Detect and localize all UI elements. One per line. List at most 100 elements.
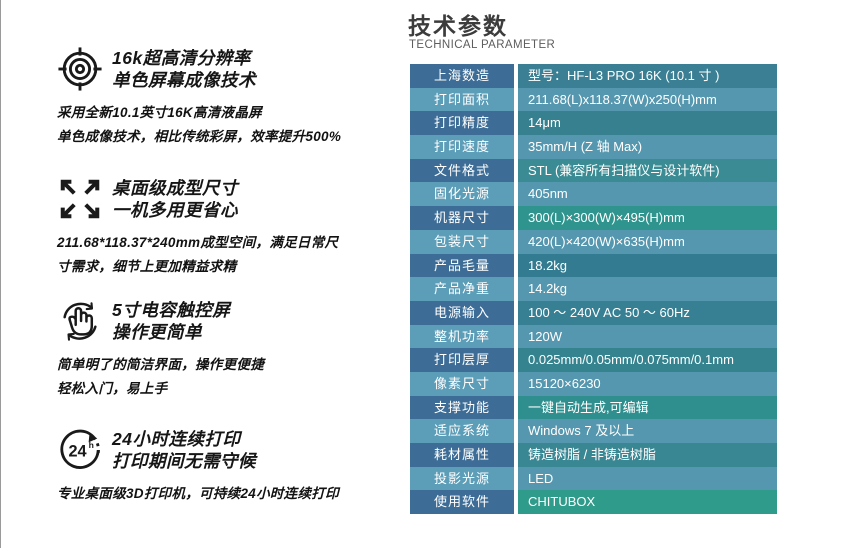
24h-cycle-icon: 24 h (57, 427, 103, 473)
table-row: 打印速度 35mm/H (Z 轴 Max) (410, 135, 777, 159)
spec-label: 打印精度 (410, 111, 514, 136)
spec-label: 打印速度 (410, 135, 514, 159)
table-row: 投影光源 LED (410, 466, 777, 491)
feature-body-line: 211.68*118.37*240mm成型空间，满足日常尺 (57, 235, 339, 250)
spec-label: 包装尺寸 (410, 229, 514, 254)
table-row: 包装尺寸 420(L)×420(W)×635(H)mm (410, 229, 777, 254)
spec-value: CHITUBOX (518, 490, 777, 515)
column-divider (514, 348, 518, 372)
table-row: 机器尺寸 300(L)×300(W)×495(H)mm (410, 206, 777, 230)
table-row: 产品毛量 18.2kg (410, 253, 777, 278)
table-row: 整机功率 120W (410, 324, 777, 349)
crosshair-target-icon (57, 46, 103, 92)
spec-label: 像素尺寸 (410, 371, 514, 396)
spec-value: 一键自动生成,可编辑 (518, 395, 777, 420)
table-row: 固化光源 405nm (410, 182, 777, 207)
spec-value: LED (518, 466, 777, 491)
column-divider (514, 419, 518, 443)
feature-body-line: 简单明了的简洁界面，操作更便捷 (57, 357, 264, 372)
spec-table: 上海数造 型号：HF-L3 PRO 16K (10.1 寸 ) 打印面积 211.6… (410, 64, 777, 515)
spec-label: 固化光源 (410, 182, 514, 207)
table-row: 支撑功能 一键自动生成,可编辑 (410, 395, 777, 420)
spec-value: 14μm (518, 111, 777, 136)
table-row: 适应系统 Windows 7 及以上 (410, 419, 777, 443)
spec-value: 420(L)×420(W)×635(H)mm (518, 229, 777, 254)
feature-title-line: 单色屏幕成像技术 (112, 70, 256, 90)
spec-label: 打印层厚 (410, 348, 514, 372)
spec-value: Windows 7 及以上 (518, 419, 777, 443)
page-subtitle: TECHNICAL PARAMETER (409, 39, 556, 51)
feature-resolution: 16k超高清分辨率 单色屏幕成像技术 采用全新10.1英寸16K高清液晶屏 单色… (57, 46, 402, 149)
feature-body-line: 寸需求，细节上更加精益求精 (57, 259, 237, 274)
spec-label: 适应系统 (410, 419, 514, 443)
table-row: 像素尺寸 15120×6230 (410, 371, 777, 396)
spec-label: 机器尺寸 (410, 206, 514, 230)
spec-value: 35mm/H (Z 轴 Max) (518, 135, 777, 159)
feature-title-line: 5寸电容触控屏 (112, 300, 231, 320)
icon-text-24: 24 (69, 443, 87, 461)
table-row: 耗材属性 铸造树脂 / 非铸造树脂 (410, 443, 777, 467)
column-divider (514, 182, 518, 207)
touch-gesture-icon (57, 298, 103, 344)
table-row: 产品净重 14.2kg (410, 277, 777, 301)
table-row: 文件格式 STL (兼容所有扫描仪与设计软件) (410, 158, 777, 183)
spec-label: 电源输入 (410, 300, 514, 325)
feature-body-line: 轻松入门，易上手 (57, 381, 168, 396)
column-divider (514, 158, 518, 183)
table-row: 上海数造 型号：HF-L3 PRO 16K (10.1 寸 ) (410, 64, 777, 88)
column-divider (514, 111, 518, 136)
spec-label: 产品毛量 (410, 253, 514, 278)
table-row: 打印精度 14μm (410, 111, 777, 136)
table-row: 打印面积 211.68(L)x118.37(W)x250(H)mm (410, 87, 777, 112)
spec-label: 打印面积 (410, 87, 514, 112)
spec-label: 耗材属性 (410, 443, 514, 467)
column-divider (514, 490, 518, 515)
page-left-border (0, 0, 1, 548)
spec-value: 405nm (518, 182, 777, 207)
spec-value: 0.025mm/0.05mm/0.075mm/0.1mm (518, 348, 777, 372)
feature-title-line: 操作更简单 (112, 322, 202, 342)
spec-value: 铸造树脂 / 非铸造树脂 (518, 443, 777, 467)
column-divider (514, 324, 518, 349)
column-divider (514, 229, 518, 254)
spec-label: 支撑功能 (410, 395, 514, 420)
spec-label: 使用软件 (410, 490, 514, 515)
spec-label: 上海数造 (410, 64, 514, 88)
spec-value: 14.2kg (518, 277, 777, 301)
spec-label: 整机功率 (410, 324, 514, 349)
feature-title-line: 打印期间无需守候 (112, 451, 256, 471)
column-divider (514, 466, 518, 491)
feature-build-size: 桌面级成型尺寸 一机多用更省心 211.68*118.37*240mm成型空间，… (57, 176, 402, 279)
feature-touchscreen: 5寸电容触控屏 操作更简单 简单明了的简洁界面，操作更便捷 轻松入门，易上手 (57, 298, 402, 401)
column-divider (514, 206, 518, 230)
column-divider (514, 277, 518, 301)
feature-title-line: 一机多用更省心 (112, 200, 238, 220)
spec-label: 投影光源 (410, 466, 514, 491)
column-divider (514, 253, 518, 278)
column-divider (514, 135, 518, 159)
spec-value: 120W (518, 324, 777, 349)
table-row: 使用软件 CHITUBOX (410, 490, 777, 515)
feature-body-line: 专业桌面级3D打印机，可持续24小时连续打印 (57, 486, 339, 501)
icon-text-h: h (89, 440, 94, 450)
column-divider (514, 395, 518, 420)
column-divider (514, 64, 518, 88)
spec-value: STL (兼容所有扫描仪与设计软件) (518, 158, 777, 183)
table-row: 打印层厚 0.025mm/0.05mm/0.075mm/0.1mm (410, 348, 777, 372)
spec-label: 产品净重 (410, 277, 514, 301)
feature-body-line: 采用全新10.1英寸16K高清液晶屏 (57, 105, 262, 120)
spec-label: 文件格式 (410, 158, 514, 183)
feature-body-line: 单色成像技术，相比传统彩屏，效率提升500% (57, 129, 342, 144)
feature-24h-printing: 24 h 24小时连续打印 打印期间无需守候 专业桌面级3D打印机，可持续24小… (57, 427, 402, 506)
column-divider (514, 371, 518, 396)
column-divider (514, 443, 518, 467)
spec-value: 18.2kg (518, 253, 777, 278)
expand-arrows-icon (57, 176, 103, 222)
spec-value: 型号：HF-L3 PRO 16K (10.1 寸 ) (518, 64, 777, 88)
feature-title-line: 24小时连续打印 (112, 429, 241, 449)
spec-value: 300(L)×300(W)×495(H)mm (518, 206, 777, 230)
spec-value: 15120×6230 (518, 371, 777, 396)
column-divider (514, 300, 518, 325)
spec-value: 100 ～ 240V AC 50 ～ 60Hz (518, 300, 777, 325)
page-title: 技术参数 (408, 13, 508, 39)
